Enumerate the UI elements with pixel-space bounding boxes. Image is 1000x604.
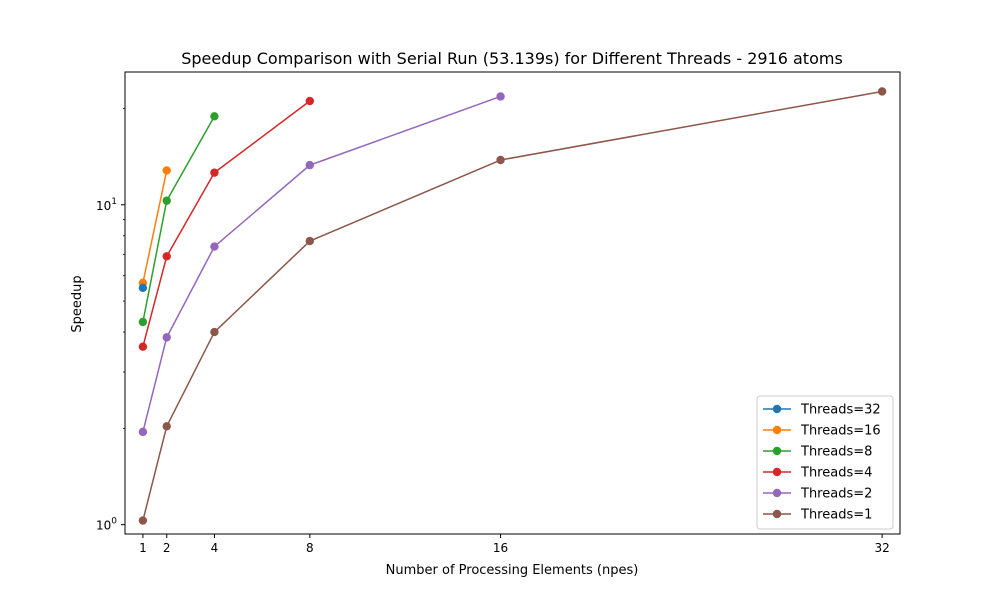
legend-marker [772, 425, 782, 435]
axis-ticks: 1 2 4 8 16 32 100 101 [96, 108, 890, 555]
data-point [210, 168, 219, 177]
legend-marker [772, 467, 782, 477]
data-point [496, 92, 505, 101]
data-point [305, 160, 315, 170]
legend-label: Threads=16 [800, 424, 881, 439]
x-axis-label: Number of Processing Elements (npes) [386, 563, 639, 578]
data-series [138, 87, 887, 525]
x-tick-label: 8 [306, 541, 314, 555]
data-point [305, 236, 315, 246]
series-threads-2 [138, 92, 505, 437]
legend: Threads=32 Threads=16 Threads=8 Threads=4 Th… [756, 395, 894, 530]
series-threads-1 [138, 87, 887, 525]
legend-label: Threads=1 [800, 508, 872, 523]
data-point [162, 422, 171, 431]
legend-label: Threads=32 [800, 403, 881, 418]
data-point [162, 196, 171, 205]
data-point [877, 87, 887, 96]
series-threads-32 [138, 283, 148, 293]
data-point [162, 333, 171, 342]
x-tick-label: 16 [493, 541, 508, 555]
chart-title: Speedup Comparison with Serial Run (53.1… [181, 49, 843, 68]
data-point [138, 516, 148, 525]
series-line [142, 170, 168, 284]
data-point [138, 342, 148, 351]
x-tick-label: 32 [874, 541, 889, 555]
legend-entry: Threads=8 [763, 445, 872, 460]
series-threads-4 [138, 96, 315, 351]
x-tick-label: 2 [163, 541, 171, 555]
legend-marker [772, 509, 782, 519]
data-point [210, 112, 219, 121]
legend-marker [772, 446, 782, 456]
legend-entry: Threads=16 [763, 424, 881, 439]
x-tick-label: 4 [211, 541, 219, 555]
data-point [210, 242, 219, 251]
series-line [142, 100, 311, 347]
legend-entry: Threads=32 [763, 403, 881, 418]
data-point [496, 155, 505, 165]
y-tick-label: 100 [96, 517, 117, 533]
legend-entry: Threads=1 [763, 508, 872, 523]
data-point [138, 427, 148, 437]
legend-label: Threads=8 [800, 445, 872, 460]
data-point [162, 252, 171, 261]
plot-frame [124, 71, 901, 535]
legend-marker [772, 488, 782, 498]
legend-entry: Threads=4 [763, 466, 872, 481]
data-point [138, 283, 148, 293]
data-point [138, 317, 148, 327]
legend-label: Threads=4 [800, 466, 872, 481]
y-axis-label: Speedup [70, 275, 85, 332]
series-threads-8 [138, 112, 219, 327]
legend-marker [772, 404, 782, 414]
legend-entry: Threads=2 [763, 487, 872, 502]
series-line [142, 90, 883, 521]
x-tick-label: 1 [139, 541, 147, 555]
data-point [305, 96, 315, 106]
data-point [162, 166, 171, 175]
data-point [210, 327, 219, 337]
legend-label: Threads=2 [800, 487, 872, 502]
y-tick-label: 101 [96, 197, 117, 213]
